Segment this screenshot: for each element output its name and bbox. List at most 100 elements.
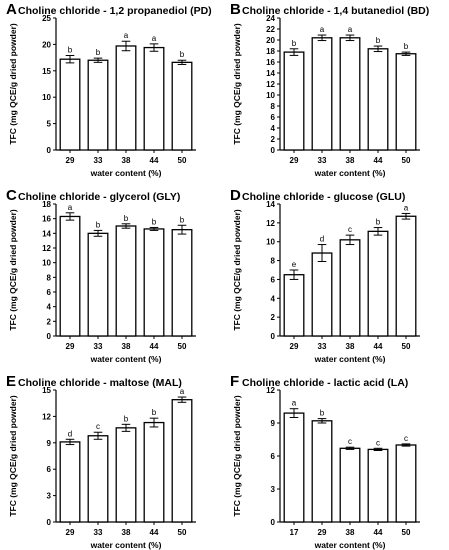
panel-title: Choline chloride - 1,4 butanediol (BD) bbox=[242, 5, 429, 17]
y-tick-label: 18 bbox=[42, 200, 51, 209]
y-tick-label: 20 bbox=[42, 40, 51, 49]
y-tick-label: 12 bbox=[266, 219, 275, 228]
y-tick-label: 6 bbox=[271, 113, 276, 122]
significance-label: b bbox=[292, 39, 297, 48]
bar-50 bbox=[171, 399, 193, 523]
significance-label: c bbox=[376, 438, 380, 447]
x-tick-label: 33 bbox=[318, 342, 327, 351]
y-tick-label: 24 bbox=[266, 14, 275, 23]
significance-label: b bbox=[96, 220, 101, 229]
x-tick-label: 29 bbox=[318, 528, 327, 537]
x-tick-label: 29 bbox=[66, 342, 75, 351]
x-tick-label: 33 bbox=[94, 156, 103, 165]
x-tick-label: 50 bbox=[402, 528, 411, 537]
significance-label: c bbox=[348, 225, 352, 234]
bar-38 bbox=[115, 45, 137, 151]
panel-letter: E bbox=[6, 373, 16, 390]
x-axis-label: water content (%) bbox=[90, 540, 162, 550]
panel-title: Choline chloride - 1,2 propanediol (PD) bbox=[18, 5, 212, 17]
chart-panel-b: B Choline chloride - 1,4 butanediol (BD) 0… bbox=[230, 1, 429, 178]
significance-label: a bbox=[152, 34, 157, 43]
x-tick-label: 33 bbox=[318, 156, 327, 165]
x-tick-label: 44 bbox=[374, 156, 383, 165]
bar-44 bbox=[143, 46, 165, 151]
significance-label: b bbox=[152, 217, 157, 226]
panel-letter: F bbox=[230, 373, 239, 390]
panel-letter: D bbox=[230, 187, 241, 204]
y-tick-label: 6 bbox=[47, 288, 52, 297]
y-axis-label: TFC (mg QCE/g dried powder) bbox=[232, 209, 242, 331]
significance-label: e bbox=[292, 260, 297, 269]
chart-panel-c: C Choline chloride - glycerol (GLY) 0 2 4 6 8 1… bbox=[6, 187, 196, 364]
significance-label: d bbox=[68, 429, 72, 438]
y-axis-label: TFC (mg QCE/g dried powder) bbox=[8, 23, 18, 145]
bar-33 bbox=[87, 59, 109, 151]
x-tick-label: 38 bbox=[346, 342, 355, 351]
x-tick-label: 29 bbox=[66, 528, 75, 537]
y-tick-label: 6 bbox=[47, 465, 52, 474]
x-tick-label: 44 bbox=[374, 342, 383, 351]
x-tick-label: 33 bbox=[94, 342, 103, 351]
x-tick-label: 38 bbox=[346, 528, 355, 537]
y-tick-label: 0 bbox=[271, 518, 276, 527]
y-tick-label: 2 bbox=[271, 135, 276, 144]
y-tick-label: 14 bbox=[266, 200, 275, 209]
x-tick-label: 38 bbox=[122, 342, 131, 351]
panel-title: Choline chloride - maltose (MAL) bbox=[18, 377, 182, 389]
y-tick-label: 15 bbox=[42, 67, 51, 76]
y-tick-label: 16 bbox=[42, 215, 51, 224]
significance-label: a bbox=[124, 31, 129, 40]
x-tick-label: 50 bbox=[178, 528, 187, 537]
y-tick-label: 12 bbox=[266, 386, 275, 395]
y-tick-label: 10 bbox=[42, 259, 51, 268]
panel-title: Choline chloride - glycerol (GLY) bbox=[18, 191, 180, 203]
y-tick-label: 2 bbox=[47, 317, 52, 326]
y-tick-label: 2 bbox=[271, 313, 276, 322]
y-tick-label: 12 bbox=[266, 80, 275, 89]
y-tick-label: 8 bbox=[47, 273, 52, 282]
y-tick-label: 25 bbox=[42, 14, 51, 23]
y-tick-label: 9 bbox=[47, 439, 52, 448]
y-tick-label: 6 bbox=[271, 275, 276, 284]
y-axis-label: TFC (mg QCE/g dried powder) bbox=[232, 395, 242, 517]
y-tick-label: 5 bbox=[47, 120, 52, 129]
significance-label: b bbox=[180, 215, 185, 224]
significance-label: c bbox=[348, 437, 352, 446]
y-tick-label: 0 bbox=[271, 332, 276, 341]
x-axis-label: water content (%) bbox=[314, 168, 386, 178]
significance-label: a bbox=[348, 25, 353, 34]
y-tick-label: 4 bbox=[271, 294, 276, 303]
x-tick-label: 44 bbox=[374, 528, 383, 537]
significance-label: a bbox=[180, 387, 185, 396]
y-tick-label: 10 bbox=[266, 238, 275, 247]
bar-38 bbox=[339, 37, 361, 151]
x-tick-label: 33 bbox=[94, 528, 103, 537]
chart-panel-d: D Choline chloride - glucose (GLU) 0 2 4 6 8 10… bbox=[230, 187, 420, 364]
x-tick-label: 50 bbox=[178, 156, 187, 165]
x-axis-label: water content (%) bbox=[314, 354, 386, 364]
y-tick-label: 4 bbox=[47, 303, 52, 312]
y-axis-label: TFC (mg QCE/g dried powder) bbox=[8, 395, 18, 517]
significance-label: b bbox=[180, 50, 185, 59]
x-tick-label: 50 bbox=[178, 342, 187, 351]
bar-50 bbox=[395, 215, 417, 337]
y-tick-label: 22 bbox=[266, 25, 275, 34]
y-tick-label: 8 bbox=[271, 102, 276, 111]
x-tick-label: 29 bbox=[290, 342, 299, 351]
panel-letter: C bbox=[6, 187, 17, 204]
significance-label: a bbox=[320, 25, 325, 34]
x-tick-label: 38 bbox=[122, 528, 131, 537]
bar-50 bbox=[171, 61, 193, 151]
significance-label: b bbox=[376, 36, 381, 45]
y-tick-label: 20 bbox=[266, 36, 275, 45]
y-tick-label: 10 bbox=[42, 93, 51, 102]
x-tick-label: 50 bbox=[402, 156, 411, 165]
x-axis-label: water content (%) bbox=[90, 354, 162, 364]
x-axis-label: water content (%) bbox=[90, 168, 162, 178]
bar-29 bbox=[283, 51, 305, 151]
y-tick-label: 9 bbox=[271, 419, 276, 428]
significance-label: b bbox=[152, 408, 157, 417]
y-tick-label: 0 bbox=[47, 146, 52, 155]
x-tick-label: 29 bbox=[66, 156, 75, 165]
